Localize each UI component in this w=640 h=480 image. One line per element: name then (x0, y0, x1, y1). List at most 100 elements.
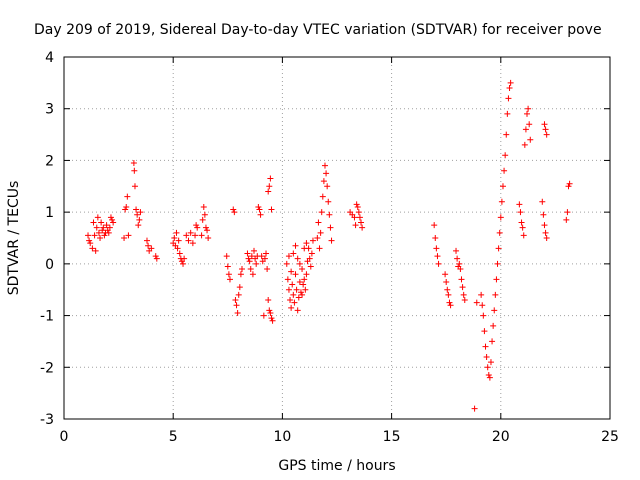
data-point (542, 229, 549, 236)
data-point (540, 211, 547, 218)
data-point (201, 211, 208, 218)
data-point (524, 110, 531, 117)
data-point (356, 214, 363, 221)
data-point (521, 141, 528, 148)
data-point (100, 224, 107, 231)
y-tick-label: -2 (40, 360, 54, 376)
data-point (249, 271, 256, 278)
data-point (285, 286, 292, 293)
data-point (289, 281, 296, 288)
data-point (92, 247, 99, 254)
data-point (85, 232, 92, 239)
data-point (320, 178, 327, 185)
data-point (121, 235, 128, 241)
data-point (205, 235, 212, 241)
data-point (539, 198, 546, 205)
data-point (516, 201, 523, 208)
data-point (527, 136, 534, 143)
data-point (134, 211, 141, 218)
data-point (198, 232, 205, 239)
data-point (442, 271, 449, 278)
data-point (293, 286, 300, 293)
data-point (564, 209, 571, 216)
data-point (525, 105, 532, 112)
data-point (359, 224, 366, 231)
data-point (458, 276, 465, 283)
data-point (498, 198, 505, 205)
data-point (306, 255, 313, 262)
data-point (199, 216, 206, 223)
data-point (486, 374, 493, 381)
data-point (302, 286, 309, 293)
data-point (303, 271, 310, 278)
data-point (256, 206, 263, 213)
data-point (484, 364, 491, 371)
data-point (103, 222, 110, 229)
data-point (501, 167, 508, 174)
data-point (137, 209, 144, 216)
data-point (483, 353, 490, 360)
data-point (479, 302, 486, 309)
data-point (236, 284, 243, 291)
data-point (226, 276, 233, 283)
data-point (171, 235, 178, 241)
data-point (288, 304, 295, 311)
data-point (245, 255, 252, 262)
data-point (122, 206, 129, 213)
data-point (323, 170, 330, 177)
x-tick-label: 20 (492, 429, 510, 445)
data-point (292, 242, 299, 249)
data-point (497, 214, 504, 221)
data-point (202, 224, 209, 231)
data-point (358, 219, 365, 226)
data-point (265, 297, 272, 304)
data-point (491, 307, 498, 314)
data-point (502, 152, 509, 159)
data-point (478, 291, 485, 298)
data-point (223, 253, 230, 260)
data-point (294, 255, 301, 262)
x-tick-label: 15 (383, 429, 401, 445)
data-point (355, 209, 362, 216)
data-point (95, 229, 102, 236)
data-point (130, 160, 137, 167)
data-point (232, 297, 239, 304)
data-point (193, 222, 200, 229)
data-point (299, 266, 306, 273)
data-point (445, 291, 452, 298)
data-point (526, 121, 533, 128)
data-point (125, 232, 132, 239)
y-tick-label: 0 (45, 257, 54, 273)
data-point (485, 372, 492, 379)
data-point (499, 183, 506, 190)
data-point (287, 297, 294, 304)
data-point (471, 405, 478, 412)
data-point (192, 232, 199, 239)
data-point (517, 209, 524, 216)
data-point (321, 162, 328, 169)
data-point (204, 227, 211, 234)
data-point (283, 260, 290, 267)
data-point (303, 240, 310, 247)
data-point (173, 229, 180, 236)
y-tick-label: 2 (45, 153, 54, 169)
data-point (99, 227, 106, 234)
data-point (541, 222, 548, 229)
data-point (482, 343, 489, 350)
data-point (175, 237, 182, 244)
data-point (231, 209, 238, 216)
data-point (566, 180, 573, 187)
data-point (307, 263, 314, 270)
x-tick-label: 5 (169, 429, 178, 445)
data-point (258, 253, 265, 260)
data-point (461, 297, 468, 304)
data-point (489, 338, 496, 345)
x-axis-label: GPS time / hours (278, 458, 395, 474)
data-point (267, 309, 274, 316)
data-point (520, 232, 527, 239)
data-point (264, 266, 271, 273)
data-point (492, 291, 499, 298)
data-point (444, 286, 451, 293)
data-point (101, 232, 108, 239)
x-tick-label: 10 (273, 429, 291, 445)
